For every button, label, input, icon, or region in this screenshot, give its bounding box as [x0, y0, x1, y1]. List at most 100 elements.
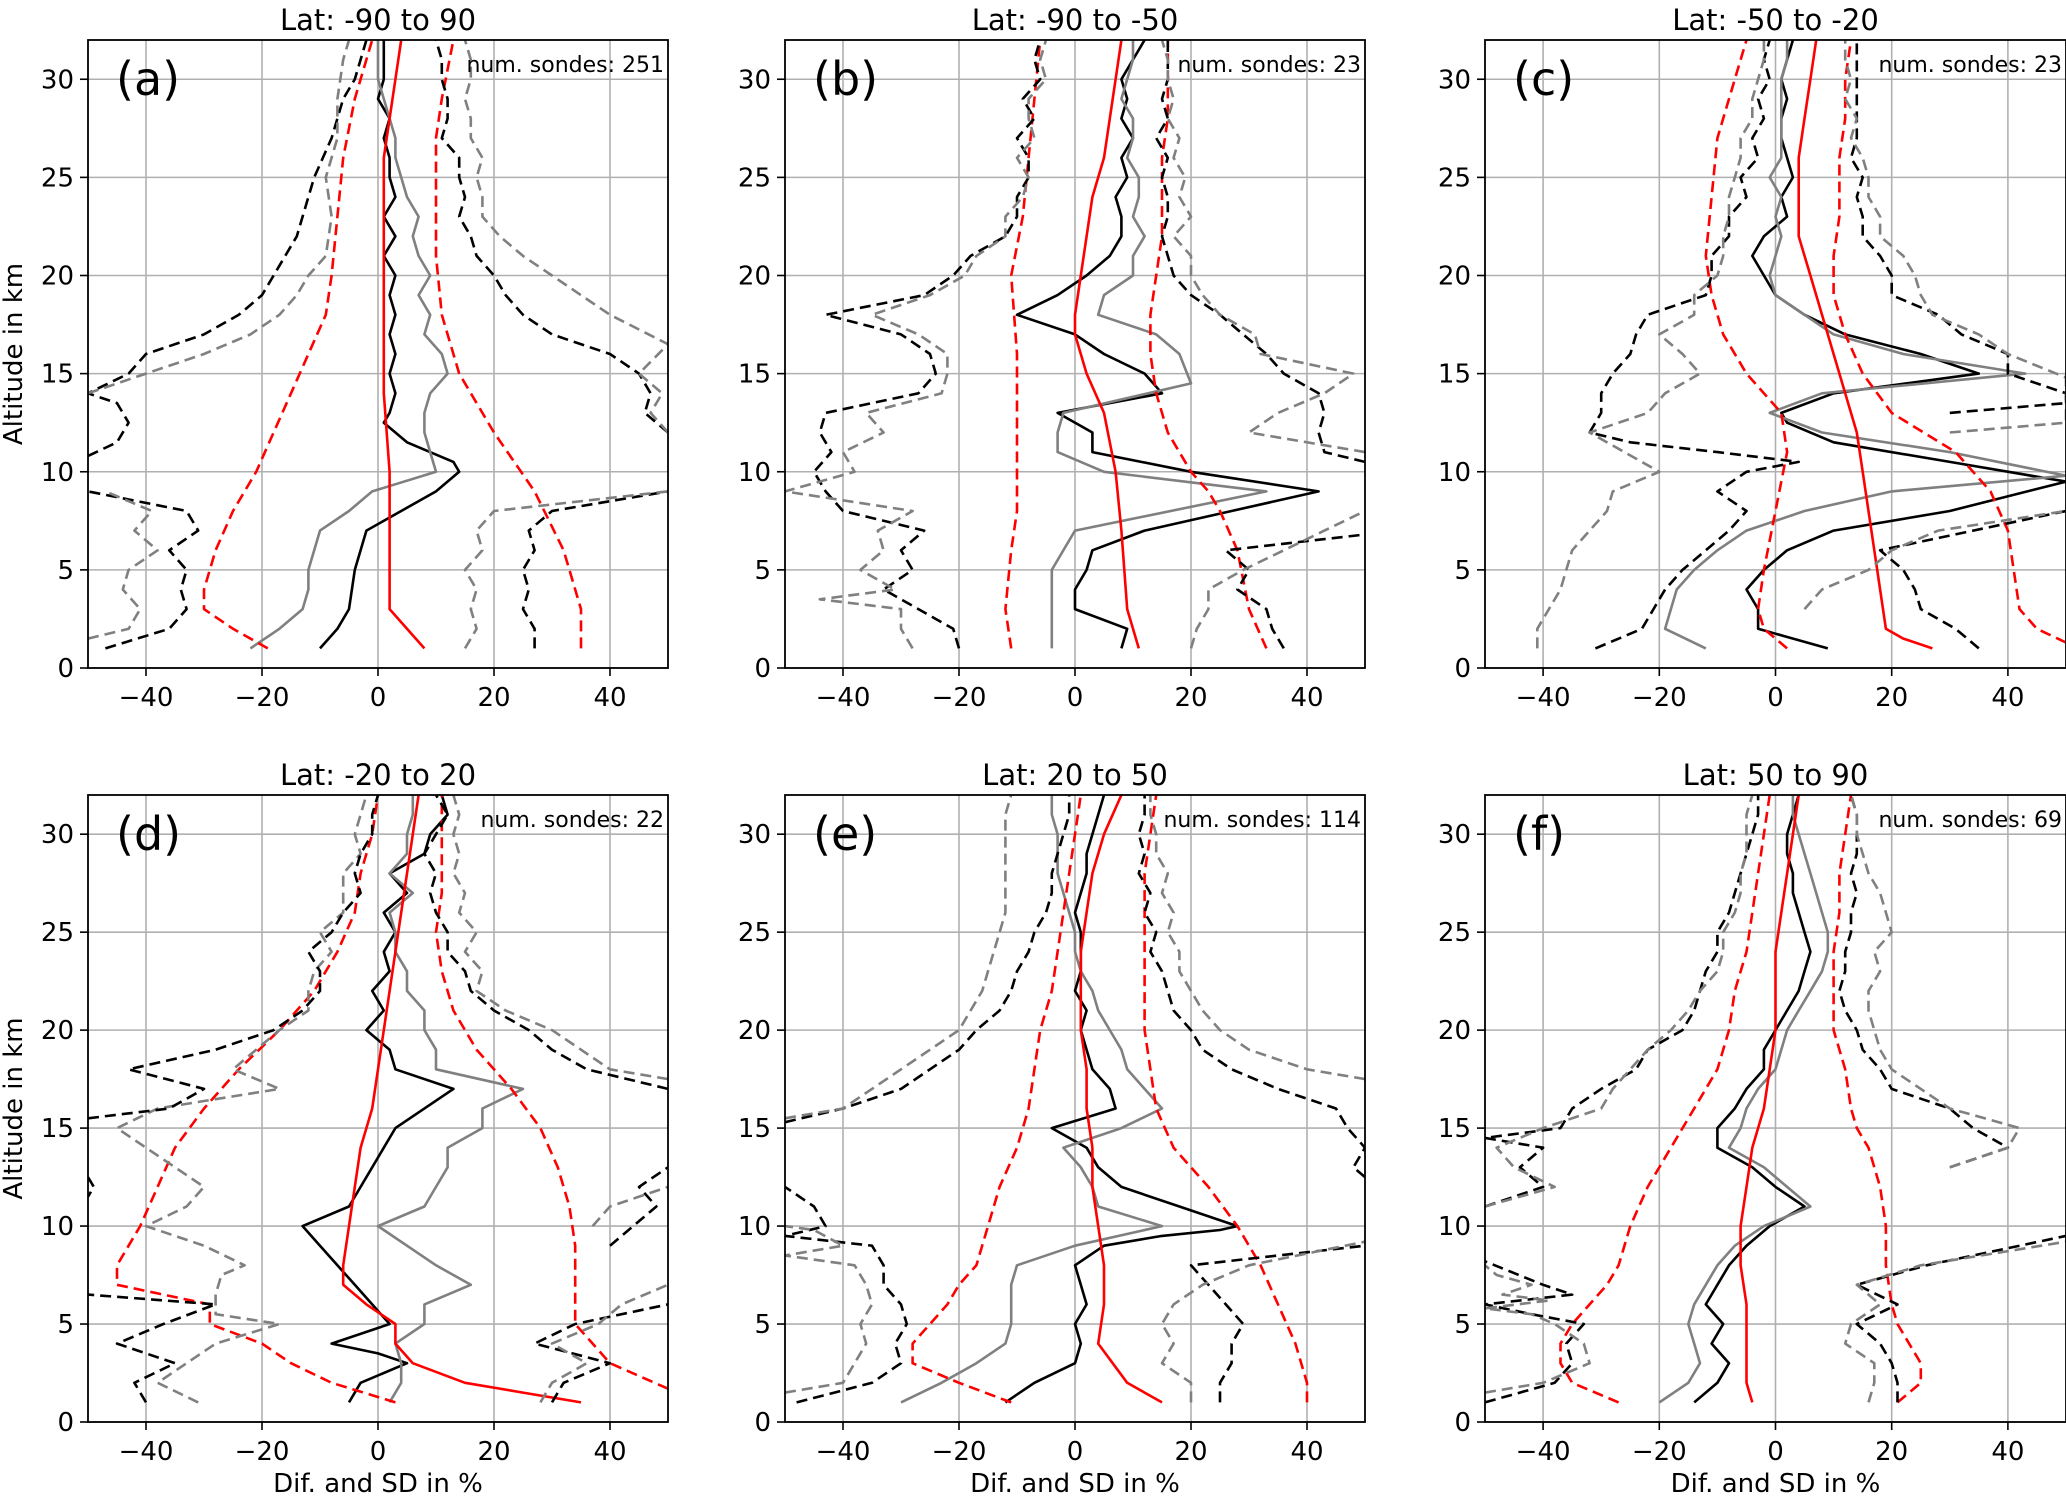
- series-red-solid: [1073, 40, 1141, 649]
- series-black-dashed: [88, 795, 380, 1120]
- series-group: [785, 40, 1365, 650]
- x-tick-label: 0: [370, 683, 387, 713]
- y-axis-label: Altitude in km: [0, 1017, 29, 1199]
- y-tick-label: 10: [41, 1212, 74, 1242]
- y-tick-label: 30: [41, 65, 74, 95]
- series-gray-dashed: [1485, 1264, 1591, 1394]
- y-tick-label: 20: [1438, 262, 1471, 292]
- panel-letter: (c): [1513, 52, 1574, 106]
- x-tick-label: 0: [1067, 683, 1084, 713]
- y-tick-label: 0: [1454, 1408, 1471, 1438]
- series-group: [1485, 795, 2066, 1404]
- series-black-dashed: [1485, 1260, 1586, 1404]
- series-gray-dashed: [785, 40, 1048, 650]
- x-tick-label: −40: [119, 683, 174, 713]
- x-tick-label: 40: [593, 683, 626, 713]
- y-tick-label: 25: [1438, 163, 1471, 193]
- series-gray-dashed: [1160, 1240, 1365, 1403]
- series-black-dashed: [521, 490, 668, 649]
- panel-letter: (f): [1513, 807, 1565, 861]
- series-red-solid: [1797, 40, 1933, 650]
- y-tick-label: 0: [57, 1408, 74, 1438]
- series-gray-dashed: [1189, 509, 1365, 649]
- x-tick-label: 20: [1875, 683, 1908, 713]
- x-tick-label: 20: [477, 683, 510, 713]
- series-gray-dashed: [1536, 40, 1766, 649]
- y-tick-label: 10: [41, 458, 74, 488]
- sonde-count-label: num. sondes: 69: [1878, 808, 2062, 833]
- x-axis-label: Dif. and SD in %: [273, 1469, 483, 1499]
- series-black-dashed: [1485, 795, 1760, 1208]
- panel-title: Lat: -20 to 20: [280, 758, 476, 792]
- series-gray-solid: [249, 40, 449, 650]
- x-tick-label: −40: [816, 1437, 871, 1467]
- x-axis-label: Dif. and SD in %: [970, 1469, 1180, 1499]
- series-group: [88, 795, 668, 1404]
- y-tick-label: 25: [41, 163, 74, 193]
- x-tick-label: 20: [477, 1437, 510, 1467]
- series-gray-dashed: [591, 1185, 668, 1227]
- panel-title: Lat: 50 to 90: [1683, 758, 1869, 792]
- series-black-solid: [1745, 40, 2066, 650]
- x-tick-label: 0: [1767, 1437, 1784, 1467]
- y-tick-label: 10: [1438, 1212, 1471, 1242]
- panel-letter: (a): [116, 52, 180, 106]
- series-gray-dashed: [463, 490, 668, 650]
- series-gray-dashed: [88, 490, 159, 640]
- x-tick-label: −20: [1632, 1437, 1687, 1467]
- series-black-dashed: [1878, 509, 2066, 650]
- series-red-dashed: [1004, 40, 1042, 649]
- y-tick-label: 15: [1438, 360, 1471, 390]
- series-red-dashed: [434, 795, 668, 1390]
- series-red-dashed: [202, 40, 374, 650]
- series-red-dashed: [911, 795, 1083, 1404]
- series-gray-solid: [1050, 40, 1268, 649]
- y-axis-label: Altitude in km: [0, 263, 29, 445]
- y-tick-label: 15: [41, 360, 74, 390]
- series-gray-dashed: [785, 795, 1013, 1120]
- sonde-count-label: num. sondes: 22: [480, 808, 664, 833]
- series-black-dashed: [1154, 40, 1365, 464]
- panel-title: Lat: -90 to 90: [280, 3, 476, 37]
- sonde-count-label: num. sondes: 23: [1878, 53, 2062, 78]
- series-black-solid: [319, 40, 461, 650]
- x-tick-label: 40: [1991, 1437, 2024, 1467]
- series-black-dashed: [88, 1176, 96, 1198]
- panel-title: Lat: -50 to -20: [1672, 3, 1879, 37]
- series-black-solid: [1693, 795, 1812, 1404]
- x-tick-label: 0: [370, 1437, 387, 1467]
- y-tick-label: 30: [738, 820, 771, 850]
- series-black-dashed: [1855, 1234, 2066, 1403]
- x-tick-label: −40: [1516, 683, 1571, 713]
- y-tick-label: 5: [57, 1310, 74, 1340]
- x-tick-label: −40: [1516, 1437, 1571, 1467]
- series-black-dashed: [785, 1185, 909, 1404]
- series-black-dashed: [434, 40, 668, 434]
- y-tick-label: 25: [41, 918, 74, 948]
- x-tick-label: 20: [1174, 683, 1207, 713]
- series-red-dashed: [115, 795, 396, 1404]
- x-tick-label: 20: [1174, 1437, 1207, 1467]
- series-black-dashed: [609, 1166, 668, 1247]
- y-tick-label: 15: [41, 1114, 74, 1144]
- series-gray-solid: [900, 795, 1164, 1404]
- y-tick-label: 5: [1454, 556, 1471, 586]
- series-gray-dashed: [539, 1283, 668, 1404]
- series-group: [1536, 40, 2066, 650]
- series-black-dashed: [533, 1303, 668, 1404]
- series-gray-solid: [376, 795, 525, 1404]
- y-tick-label: 30: [738, 65, 771, 95]
- panel-title: Lat: -90 to -50: [972, 3, 1179, 37]
- series-gray-dashed: [115, 795, 368, 1404]
- panel-a: −40 −20 0 20 40 0 5 10 15 20 25 30 Lat: -90 to 90 (a)…: [0, 3, 669, 713]
- series-black-dashed: [1849, 40, 2066, 415]
- series-gray-dashed: [452, 795, 668, 1081]
- series-black-solid: [1004, 795, 1239, 1404]
- series-gray-dashed: [1803, 509, 2066, 610]
- series-black-dashed: [1137, 795, 1365, 1179]
- y-tick-label: 0: [754, 654, 771, 684]
- y-tick-label: 5: [1454, 1310, 1471, 1340]
- panel-f: −40 −20 0 20 40 0 5 10 15 20 25 30 Lat: 50 to 90 (f) n…: [1438, 758, 2066, 1499]
- x-tick-label: −20: [932, 1437, 987, 1467]
